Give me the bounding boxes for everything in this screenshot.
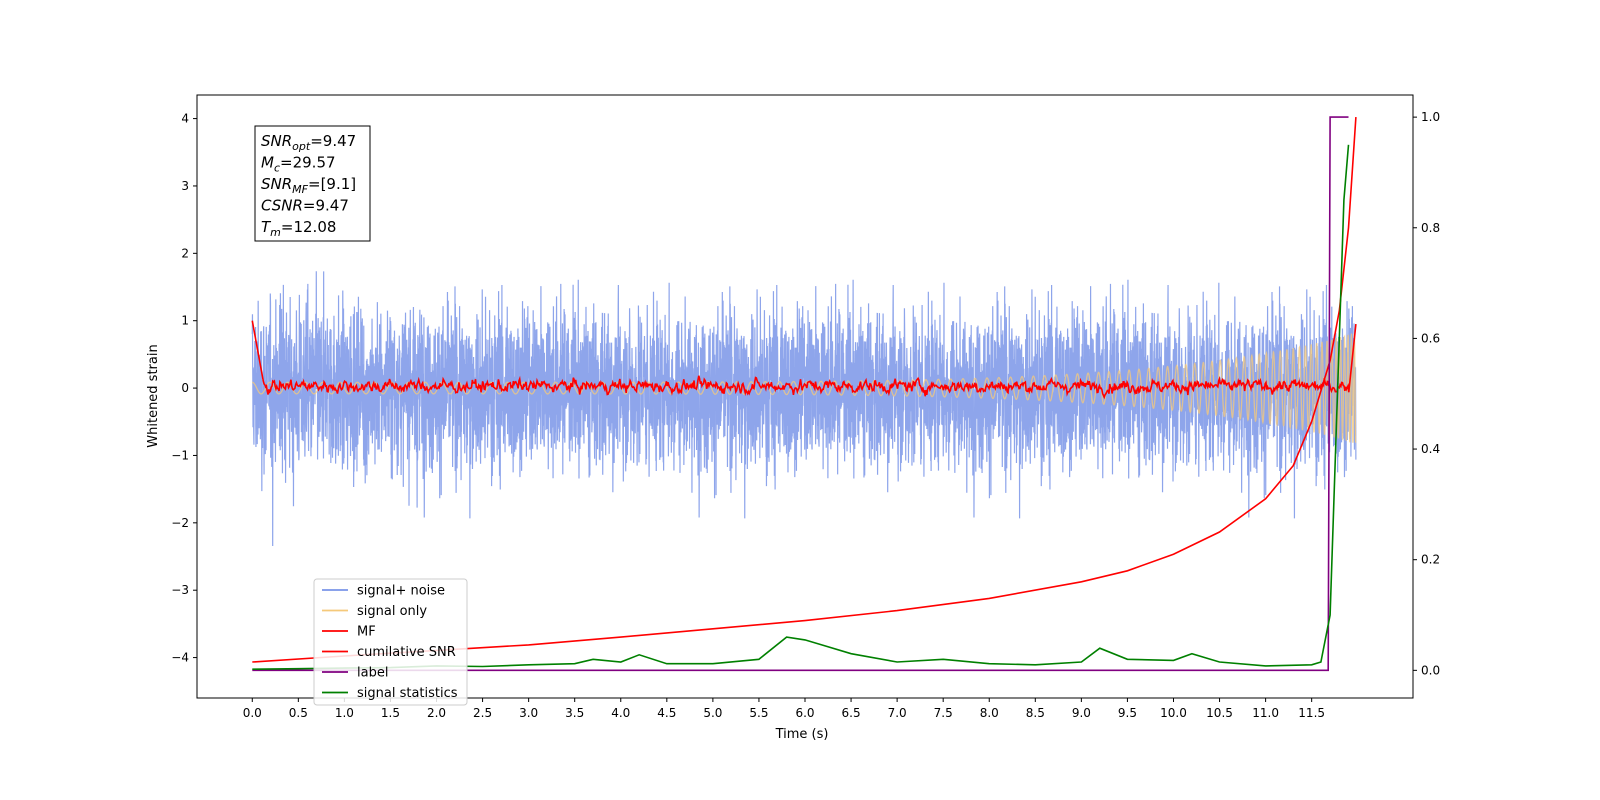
legend-label: signal statistics	[357, 686, 458, 701]
info-line: CSNR=9.47	[261, 197, 349, 215]
x-tick-label: 11.5	[1298, 706, 1325, 720]
info-box-frame	[254, 125, 371, 242]
x-tick-label: 0.5	[289, 706, 308, 720]
y-tick-label: 1	[181, 314, 189, 328]
y-tick-label: 4	[181, 112, 189, 126]
y-tick-label: −4	[171, 651, 189, 665]
y2-tick-label: 0.6	[1421, 331, 1440, 345]
line-series-layer	[251, 116, 1357, 672]
x-tick-label: 8.5	[1026, 706, 1045, 720]
x-tick-label: 7.0	[888, 706, 907, 720]
legend-label: signal+ noise	[357, 584, 445, 599]
y-tick-label: −3	[171, 583, 189, 597]
legend-label: signal only	[357, 604, 427, 619]
x-tick-label: 4.0	[611, 706, 630, 720]
legend: signal+ noise signal only MF cumilative SNR…	[313, 578, 468, 706]
y2-tick-label: 0.8	[1421, 221, 1440, 235]
x-tick-label: 2.5	[473, 706, 492, 720]
y-tick-label: −1	[171, 448, 189, 462]
info-line: Mc=29.57	[261, 154, 336, 175]
legend-label: MF	[357, 625, 376, 640]
x-tick-label: 0.0	[243, 706, 262, 720]
x-tick-label: 9.0	[1072, 706, 1091, 720]
x-tick-label: 3.0	[519, 706, 538, 720]
series-label	[252, 116, 1349, 672]
x-tick-label: 10.0	[1160, 706, 1187, 720]
x-tick-label: 5.5	[749, 706, 768, 720]
y-tick-label: 2	[181, 246, 189, 260]
x-tick-label: 6.0	[795, 706, 814, 720]
x-tick-label: 11.0	[1252, 706, 1279, 720]
x-tick-label: 9.5	[1118, 706, 1137, 720]
x-tick-label: 6.5	[842, 706, 861, 720]
y-axis-label: Whitened strain	[146, 344, 161, 447]
x-tick-label: 7.5	[934, 706, 953, 720]
x-tick-label: 1.0	[335, 706, 354, 720]
x-tick-label: 3.5	[565, 706, 584, 720]
y-tick-label: 3	[181, 179, 189, 193]
legend-label: cumilative SNR	[357, 645, 456, 660]
y2-tick-label: 0.4	[1421, 442, 1440, 456]
x-tick-label: 1.5	[381, 706, 400, 720]
y-tick-label: 0	[181, 381, 189, 395]
x-tick-label: 5.0	[703, 706, 722, 720]
x-tick-label: 4.5	[657, 706, 676, 720]
signal-noise-layer	[251, 271, 1357, 546]
legend-label: label	[357, 666, 388, 681]
series-mf	[251, 320, 1357, 400]
info-line: Tm=12.08	[261, 218, 336, 239]
signal-only-layer	[252, 333, 1357, 443]
info-line: SNRMF=[9.1]	[261, 175, 356, 196]
y2-axis-ticks: 0.0 0.2 0.4 0.6 0.8 1.0	[1413, 110, 1440, 677]
y2-tick-label: 0.2	[1421, 553, 1440, 567]
series-signal-statistics	[252, 144, 1350, 670]
series-cumulative-snr	[252, 117, 1357, 663]
legend-frame	[313, 578, 468, 706]
info-line: SNRopt=9.47	[261, 132, 356, 153]
x-tick-label: 2.0	[427, 706, 446, 720]
x-tick-label: 10.5	[1206, 706, 1233, 720]
y2-tick-label: 1.0	[1421, 110, 1440, 124]
y-tick-label: −2	[171, 516, 189, 530]
x-axis-label: Time (s)	[775, 727, 829, 742]
series-signal-only	[252, 333, 1357, 443]
y-axis-ticks: −4 −3 −2 −1 0 1 2 3 4	[171, 112, 197, 665]
x-axis-ticks: 0.0 0.5 1.0 1.5 2.0 2.5 3.0 3.5 4.0 4.5 5.0 5.5 6.0 6…	[243, 698, 1325, 720]
series-signal-noise	[251, 271, 1357, 546]
x-tick-label: 8.0	[980, 706, 999, 720]
y2-tick-label: 0.0	[1421, 663, 1440, 677]
